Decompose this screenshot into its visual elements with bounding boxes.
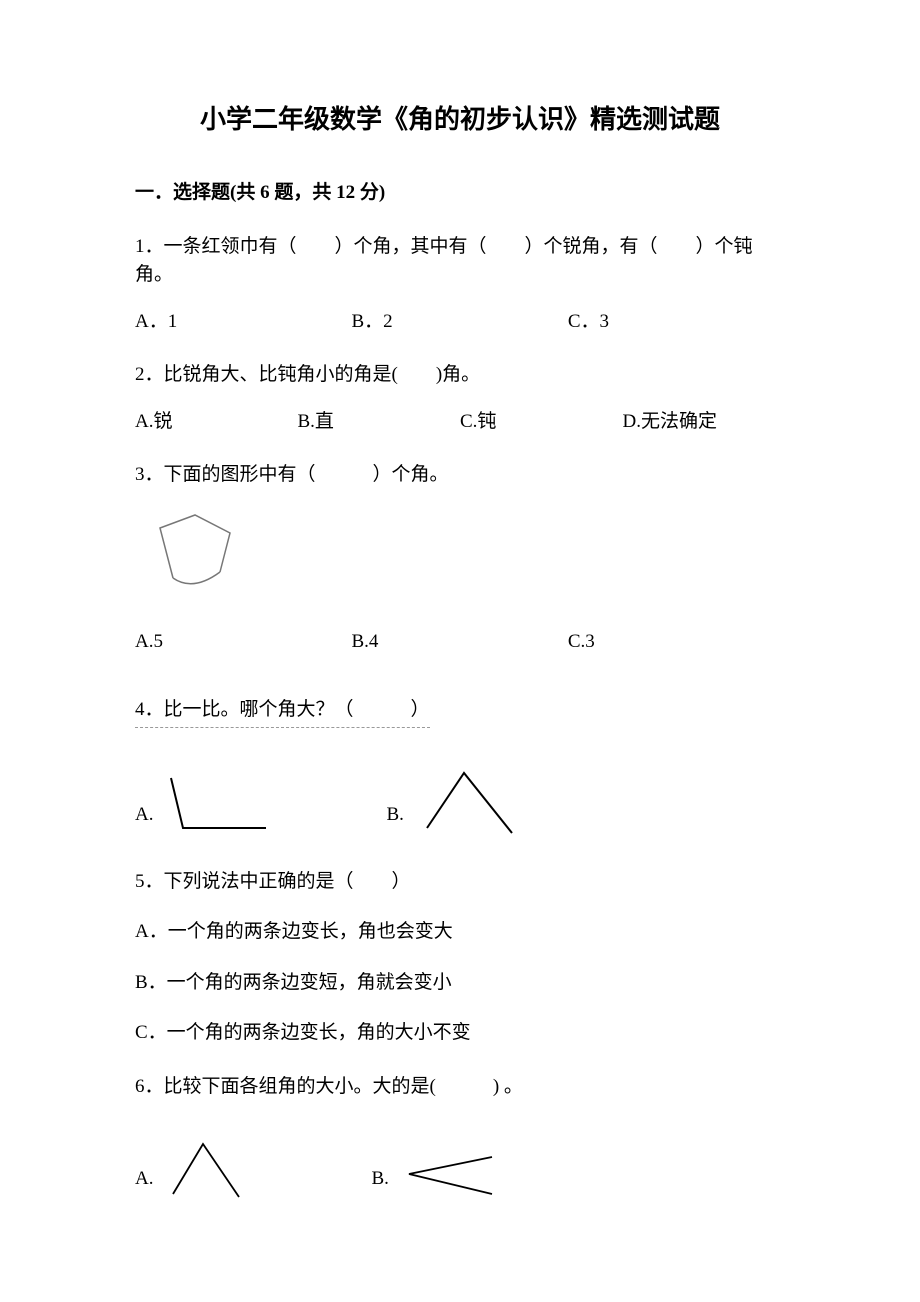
q6-label-a: A. [135,1165,153,1194]
question-6: 6．比较下面各组角的大小。大的是( ) 。 A. B. [135,1073,785,1202]
q2-options: A.锐 B.直 C.钝 D.无法确定 [135,408,785,437]
question-2: 2．比锐角大、比钝角小的角是( )角。 A.锐 B.直 C.钝 D.无法确定 [135,361,785,436]
q4-angle-b-path [427,773,512,833]
q1-options: A．1 B．2 C．3 [135,308,785,337]
q5-option-a: A．一个角的两条边变长，角也会变大 [135,918,785,947]
q3-arc [173,572,220,584]
q4-angle-a-path [171,778,266,828]
q3-figure [135,510,785,600]
q6-angle-b-icon [397,1149,502,1201]
question-4: 4．比一比。哪个角大？（ ） A. B. [135,696,785,838]
q3-option-c: C.3 [568,628,784,657]
q6-angle-a-icon [161,1139,251,1201]
q6-figure-b: B. [371,1149,501,1201]
q6-text: 6．比较下面各组角的大小。大的是( ) 。 [135,1073,785,1102]
page-title: 小学二年级数学《角的初步认识》精选测试题 [135,100,785,139]
q1-option-b: B．2 [351,308,567,337]
q3-text: 3．下面的图形中有（ ）个角。 [135,461,785,490]
question-1: 1．一条红领巾有（ ）个角，其中有（ ）个锐角，有（ ）个钝角。 A．1 B．2… [135,233,785,337]
question-3: 3．下面的图形中有（ ）个角。 A.5 B.4 C.3 [135,461,785,656]
q6-label-b: B. [371,1165,388,1194]
q5-option-b: B．一个角的两条边变短，角就会变小 [135,969,785,998]
q4-figure-a: A. [135,773,276,838]
q6-figure-a: A. [135,1139,251,1201]
q4-figures: A. B. [135,768,785,838]
q4-label-b: B. [386,801,403,830]
q6-figures: A. B. [135,1139,785,1201]
q2-option-a: A.锐 [135,408,298,437]
q1-option-a: A．1 [135,308,351,337]
q4-angle-a-icon [161,773,276,838]
q3-option-b: B.4 [351,628,567,657]
q4-figure-b: B. [386,768,521,838]
q5-option-c: C．一个角的两条边变长，角的大小不变 [135,1019,785,1048]
q4-label-a: A. [135,801,153,830]
q4-angle-b-icon [412,768,522,838]
q3-polyline [160,515,230,578]
section-header: 一．选择题(共 6 题，共 12 分) [135,179,785,208]
question-5: 5．下列说法中正确的是（ ） A．一个角的两条边变长，角也会变大 B．一个角的两… [135,868,785,1048]
q1-text: 1．一条红领巾有（ ）个角，其中有（ ）个锐角，有（ ）个钝角。 [135,233,785,290]
q2-option-d: D.无法确定 [623,408,786,437]
q1-option-c: C．3 [568,308,784,337]
q2-text: 2．比锐角大、比钝角小的角是( )角。 [135,361,785,390]
q5-text: 5．下列说法中正确的是（ ） [135,868,785,897]
q3-option-a: A.5 [135,628,351,657]
q3-options: A.5 B.4 C.3 [135,628,785,657]
q2-option-b: B.直 [298,408,461,437]
q6-angle-a-path [173,1144,239,1197]
q2-option-c: C.钝 [460,408,623,437]
q4-text-underlined: 4．比一比。哪个角大？（ ） [135,696,430,728]
q4-text: 4．比一比。哪个角大？（ ） [135,696,785,728]
q6-angle-b-path [409,1157,492,1194]
q3-polygon-icon [135,510,255,600]
